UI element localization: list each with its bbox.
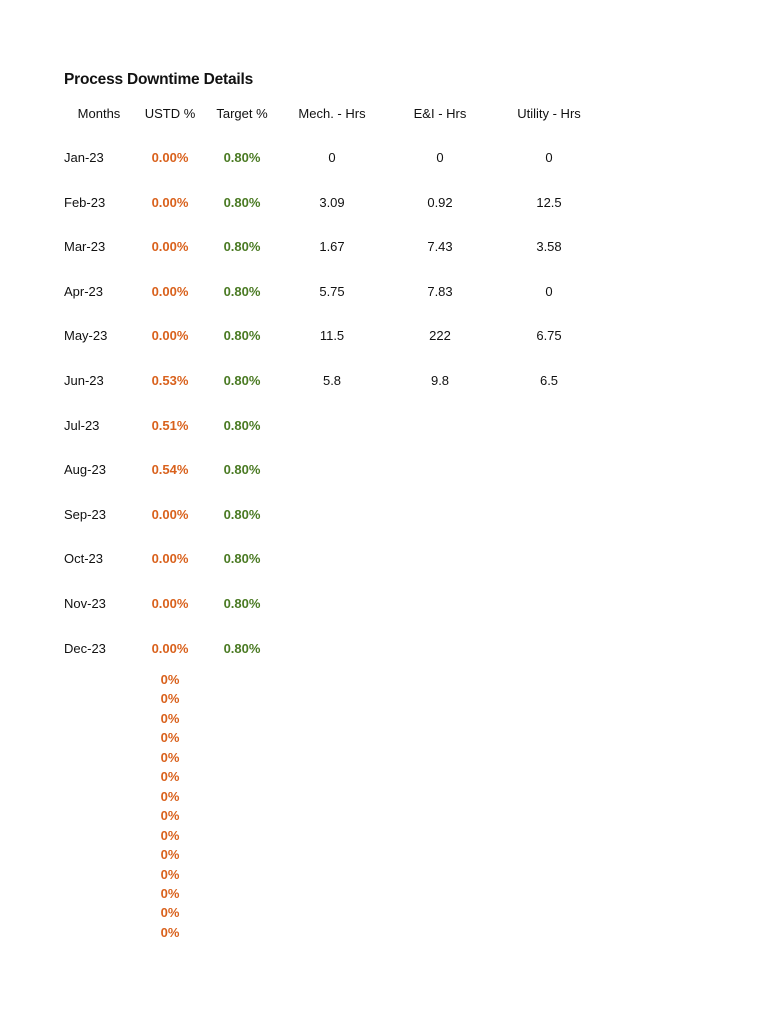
cell-month: Jul-23 [64, 417, 100, 433]
cell-ustd: 0.00% [151, 194, 189, 210]
header-ei: E&I - Hrs [413, 106, 467, 121]
cell-ustd: 0.54% [151, 462, 189, 478]
cell-mech: 1.67 [319, 239, 345, 255]
cell-ustd: 0.00% [151, 283, 189, 299]
cell-ustd: 0.00% [151, 551, 189, 567]
cell-month: Mar-23 [64, 239, 106, 255]
cell-target: 0.80% [223, 640, 261, 656]
extra-percent-value: 0% [160, 924, 180, 940]
header-utility: Utility - Hrs [517, 106, 581, 121]
cell-target: 0.80% [223, 150, 261, 165]
header-target: Target % [216, 106, 268, 121]
cell-month: Apr-23 [64, 283, 104, 299]
cell-target: 0.80% [223, 462, 261, 478]
cell-target: 0.80% [223, 551, 261, 567]
cell-month: Feb-23 [64, 194, 106, 210]
extra-percent-value: 0% [160, 905, 180, 921]
cell-target: 0.80% [223, 328, 261, 344]
extra-percent-value: 0% [160, 749, 180, 765]
cell-target: 0.80% [223, 373, 261, 388]
extra-percent-value: 0% [160, 866, 180, 882]
cell-ustd: 0.00% [151, 150, 189, 165]
extra-percent-value: 0% [160, 691, 180, 707]
cell-month: Jun-23 [64, 373, 104, 388]
cell-target: 0.80% [223, 194, 261, 210]
cell-ustd: 0.00% [151, 506, 189, 522]
cell-ei: 0 [436, 150, 444, 165]
cell-target: 0.80% [223, 596, 261, 611]
cell-ustd: 0.00% [151, 239, 189, 255]
extra-percent-value: 0% [160, 769, 180, 785]
extra-percent-value: 0% [160, 730, 180, 746]
cell-ustd: 0.51% [151, 417, 189, 433]
cell-mech: 3.09 [319, 194, 345, 210]
cell-ei: 7.43 [427, 239, 453, 255]
cell-month: Nov-23 [64, 596, 106, 611]
cell-ustd: 0.53% [151, 373, 189, 388]
cell-month: May-23 [64, 328, 108, 344]
cell-ei: 9.8 [430, 373, 450, 388]
cell-target: 0.80% [223, 239, 261, 255]
cell-month: Sep-23 [64, 506, 106, 522]
cell-ei: 0.92 [427, 194, 453, 210]
header-ustd: USTD % [144, 106, 196, 121]
cell-mech: 0 [328, 150, 336, 165]
cell-ei: 222 [429, 328, 451, 344]
cell-utility: 0 [545, 283, 553, 299]
cell-ustd: 0.00% [151, 596, 189, 611]
extra-percent-value: 0% [160, 788, 180, 804]
cell-utility: 6.5 [539, 373, 559, 388]
cell-month: Jan-23 [64, 150, 104, 165]
cell-month: Aug-23 [64, 462, 106, 478]
cell-utility: 12.5 [536, 194, 562, 210]
cell-utility: 6.75 [536, 328, 562, 344]
extra-percent-value: 0% [160, 710, 180, 726]
header-mech: Mech. - Hrs [298, 106, 366, 121]
cell-target: 0.80% [223, 506, 261, 522]
cell-month: Oct-23 [64, 551, 104, 567]
cell-mech: 11.5 [319, 328, 345, 344]
cell-ustd: 0.00% [151, 640, 189, 656]
header-months: Months [77, 106, 121, 121]
extra-percent-value: 0% [160, 672, 180, 687]
cell-utility: 3.58 [536, 239, 562, 255]
page-title: Process Downtime Details [64, 71, 254, 88]
extra-percent-value: 0% [160, 827, 180, 843]
extra-percent-value: 0% [160, 885, 180, 901]
cell-utility: 0 [545, 150, 553, 165]
cell-mech: 5.8 [322, 373, 342, 388]
cell-ei: 7.83 [427, 283, 453, 299]
cell-target: 0.80% [223, 417, 261, 433]
extra-percent-value: 0% [160, 808, 180, 824]
cell-mech: 5.75 [319, 283, 345, 299]
cell-month: Dec-23 [64, 640, 106, 656]
cell-ustd: 0.00% [151, 328, 189, 344]
extra-percent-value: 0% [160, 847, 180, 863]
cell-target: 0.80% [223, 283, 261, 299]
